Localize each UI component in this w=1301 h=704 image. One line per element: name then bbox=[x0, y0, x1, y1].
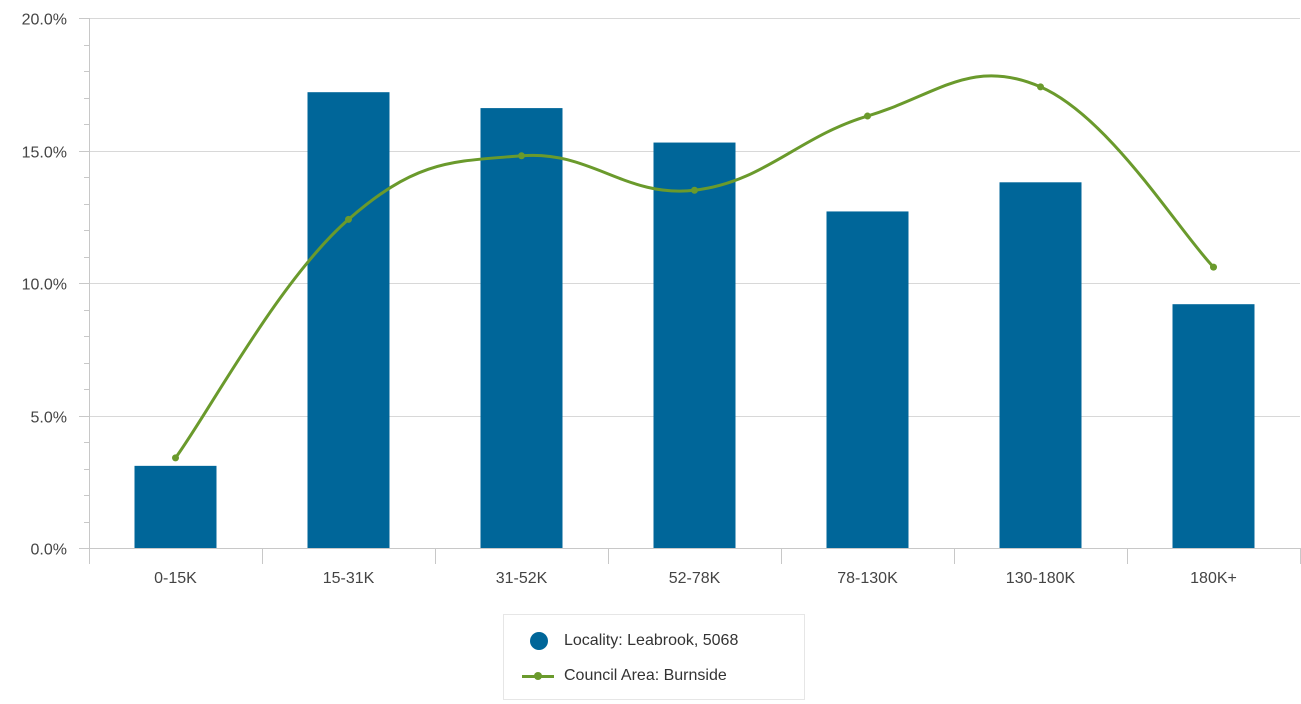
x-tick-label: 130-180K bbox=[1006, 570, 1076, 587]
bar[interactable] bbox=[1172, 304, 1255, 548]
bar[interactable] bbox=[653, 142, 736, 549]
bar[interactable] bbox=[134, 465, 217, 548]
chart: 0.0% 5.0% 10.0% 15.0% 20.0% 0-15K 15-31K 31-52… bbox=[22, 12, 1301, 587]
legend: Locality: Leabrook, 5068 Council Area: B… bbox=[503, 614, 805, 700]
line-series bbox=[172, 74, 1217, 462]
x-tick-label: 0-15K bbox=[154, 570, 197, 587]
legend-item-council[interactable]: Council Area: Burnside bbox=[520, 664, 727, 688]
axes bbox=[79, 18, 1301, 564]
y-tick-label: 20.0% bbox=[22, 12, 67, 29]
line-point[interactable] bbox=[691, 186, 698, 194]
bar[interactable] bbox=[480, 108, 563, 548]
line-point[interactable] bbox=[1210, 263, 1217, 271]
line-point[interactable] bbox=[864, 112, 871, 120]
legend-bar-swatch bbox=[520, 629, 558, 653]
x-tick-label: 31-52K bbox=[496, 570, 548, 587]
x-tick-label: 15-31K bbox=[323, 570, 375, 587]
y-tick-label: 10.0% bbox=[22, 277, 67, 294]
legend-line-swatch bbox=[520, 664, 558, 688]
x-tick-label: 180K+ bbox=[1190, 570, 1237, 587]
legend-label-council: Council Area: Burnside bbox=[564, 667, 727, 684]
y-tick-label: 0.0% bbox=[31, 542, 67, 559]
x-tick-label: 78-130K bbox=[837, 570, 898, 587]
y-tick-label: 15.0% bbox=[22, 145, 67, 162]
bar-series bbox=[134, 92, 1255, 549]
bar[interactable] bbox=[826, 211, 909, 548]
bar[interactable] bbox=[999, 182, 1082, 549]
bar[interactable] bbox=[307, 92, 390, 548]
x-axis-tick-labels: 0-15K 15-31K 31-52K 52-78K 78-130K 130-180K 18… bbox=[154, 570, 1237, 587]
y-tick-label: 5.0% bbox=[31, 410, 67, 427]
legend-item-locality[interactable]: Locality: Leabrook, 5068 bbox=[520, 629, 738, 653]
line-point[interactable] bbox=[518, 152, 525, 160]
line-point[interactable] bbox=[1037, 83, 1044, 91]
legend-label-locality: Locality: Leabrook, 5068 bbox=[564, 632, 739, 649]
x-tick-label: 52-78K bbox=[669, 570, 721, 587]
y-axis-tick-labels: 0.0% 5.0% 10.0% 15.0% 20.0% bbox=[22, 12, 67, 559]
line-point[interactable] bbox=[172, 454, 179, 462]
line-point[interactable] bbox=[345, 215, 352, 223]
